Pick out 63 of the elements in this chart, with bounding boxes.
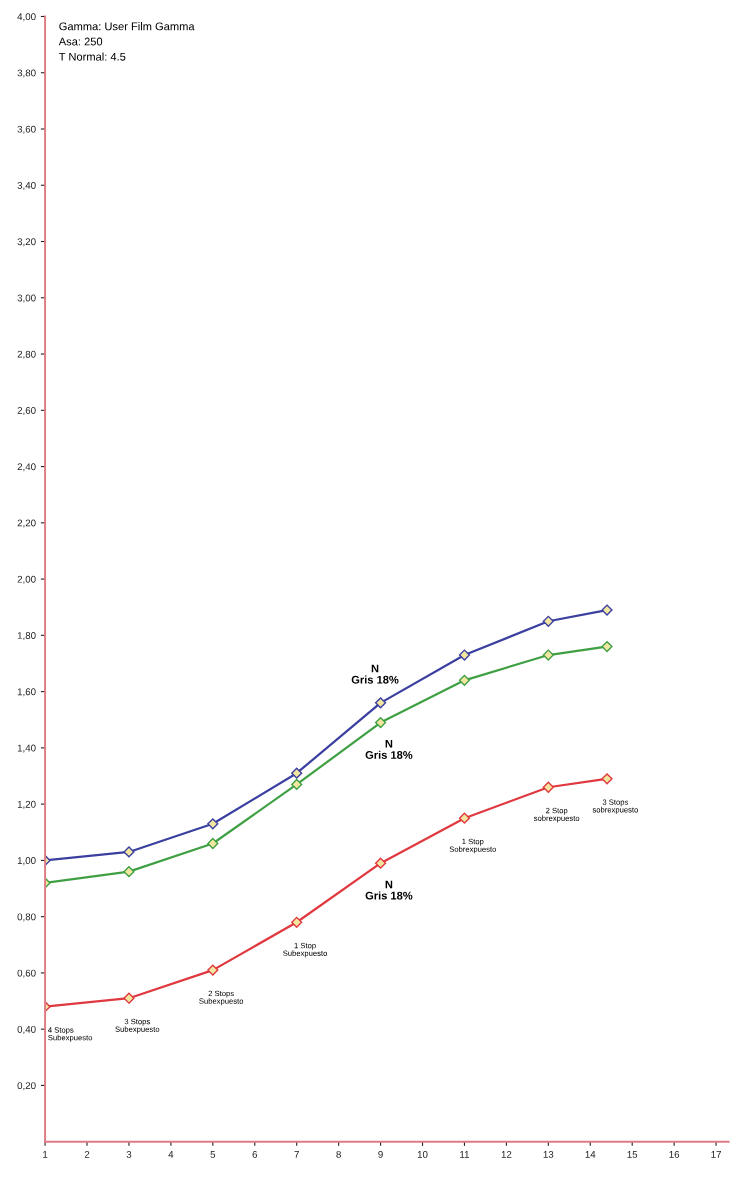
point: [291, 767, 303, 779]
annotation: N Gris 18%: [365, 880, 413, 900]
y-tick-label: 3,20: [17, 238, 36, 247]
x-tick-label: 7: [294, 1151, 299, 1158]
point: [458, 674, 471, 686]
x-tick-label: 16: [669, 1150, 680, 1158]
point: [123, 866, 135, 878]
x-tick-label: 1: [43, 1151, 48, 1158]
x-tick-label: 15: [627, 1151, 638, 1158]
y-tick-label: 0,20: [17, 1082, 36, 1091]
point: [542, 615, 554, 627]
x-tick-label: 2: [84, 1150, 90, 1158]
y-tick-label: 1,00: [17, 857, 36, 866]
y-tick-label: 0,60: [17, 969, 36, 978]
y-tick-label: 1,20: [17, 800, 36, 809]
point: [458, 812, 471, 824]
point: [123, 992, 135, 1004]
annotation: T Normal: 4.5: [59, 52, 126, 61]
x-tick-label: 12: [501, 1150, 512, 1158]
x-tick-label: 14: [585, 1151, 596, 1158]
y-tick-label: 3,40: [17, 181, 36, 191]
y-tick-label: 2,40: [17, 463, 36, 472]
annotation: N Gris 18%: [365, 739, 413, 759]
y-tick-label: 3,60: [17, 125, 36, 134]
y-tick-label: 0,40: [17, 1025, 36, 1034]
y-tick-label: 2,60: [17, 407, 36, 416]
point: [123, 846, 135, 858]
y-tick-label: 2,20: [17, 519, 36, 528]
y-tick-label: 1,80: [17, 632, 36, 641]
point: [291, 778, 303, 791]
point: [374, 857, 387, 869]
annotation: Asa: 250: [58, 37, 103, 46]
y-tick-label: 3,80: [17, 69, 36, 78]
y-tick-label: 1,60: [17, 688, 36, 697]
point: [542, 781, 554, 793]
annotation: N Gris 18%: [351, 664, 399, 684]
annotation: Gamma: User Film Gamma: [59, 22, 195, 31]
point: [207, 964, 219, 976]
x-tick-label: 11: [460, 1151, 470, 1158]
x-tick-label: 6: [252, 1150, 258, 1158]
x-tick-label: 13: [543, 1150, 554, 1158]
point: [542, 649, 554, 661]
point: [374, 716, 387, 729]
y-tick-label: 1,40: [17, 744, 36, 753]
y-tick-label: 2,00: [17, 575, 36, 584]
point: [374, 697, 387, 709]
point: [601, 773, 613, 785]
y-tick-label: 2,80: [17, 350, 36, 359]
x-tick-label: 10: [417, 1150, 428, 1158]
x-tick-label: 5: [210, 1151, 216, 1158]
y-tick-label: 4,00: [17, 13, 36, 22]
point: [207, 837, 219, 850]
y-tick-label: 3,00: [17, 294, 36, 303]
point: [291, 916, 303, 928]
point: [207, 818, 219, 830]
x-tick-label: 17: [711, 1151, 721, 1158]
point: [601, 640, 613, 653]
point: [458, 649, 471, 661]
x-tick-label: 8: [336, 1150, 341, 1158]
x-tick-label: 3: [126, 1150, 132, 1158]
x-tick-label: 4: [168, 1151, 174, 1158]
x-tick-label: 9: [378, 1150, 383, 1158]
y-tick-label: 0,80: [17, 913, 36, 922]
